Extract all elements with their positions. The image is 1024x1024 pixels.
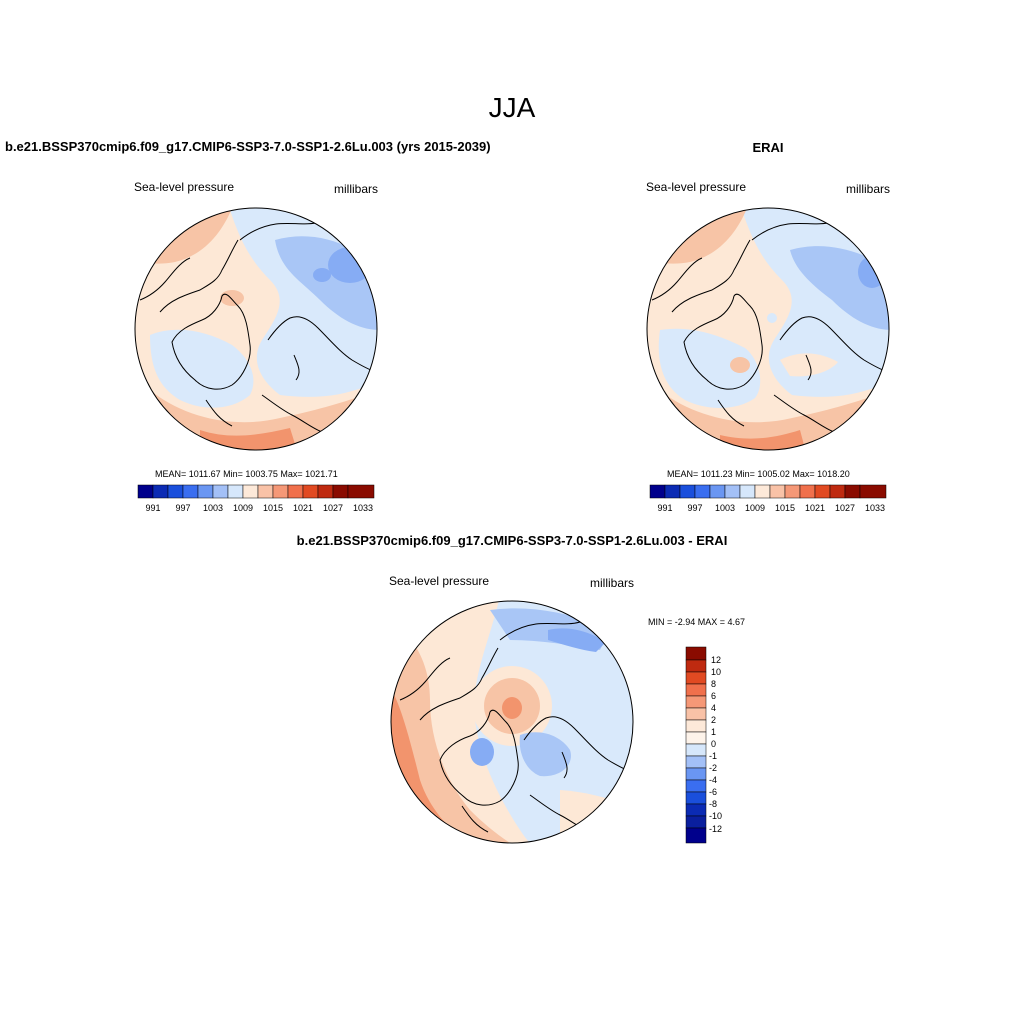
cb-obs-tick-1: 997	[687, 503, 703, 513]
cb-diff-tick-0: 12	[711, 655, 722, 665]
cb-diff-tick-5: 2	[711, 715, 717, 725]
cb-diff-tick-9: -2	[709, 763, 718, 773]
map-obs	[647, 208, 889, 450]
cb-obs-tick-6: 1027	[834, 503, 856, 513]
figure-title: JJA	[488, 92, 536, 123]
cb-diff-tick-8: -1	[709, 751, 718, 761]
cb-obs-tick-5: 1021	[804, 503, 826, 513]
map-model-border	[134, 207, 378, 451]
cb-model-tick-1: 997	[175, 503, 191, 513]
left-label-diff: Sea-level pressure	[389, 574, 490, 588]
right-label-obs: millibars	[846, 182, 891, 196]
cb-obs-tick-3: 1009	[744, 503, 766, 513]
coastlines-obs	[651, 219, 889, 433]
cb-model-tick-4: 1015	[262, 503, 284, 513]
cb-obs-tick-4: 1015	[774, 503, 796, 513]
cb-diff-tick-3: 6	[711, 691, 717, 701]
cb-diff-tick-12: -8	[709, 799, 718, 809]
cb-model-tick-0: 991	[145, 503, 161, 513]
cb-model-tick-2: 1003	[202, 503, 224, 513]
map-diff	[391, 601, 633, 843]
cb-diff-tick-14: -12	[709, 824, 723, 834]
cb-diff-tick-6: 1	[711, 727, 717, 737]
stats-diff: MIN = -2.94 MAX = 4.67	[648, 617, 746, 627]
colorbar-model	[137, 484, 375, 499]
cb-model-tick-5: 1021	[292, 503, 314, 513]
cb-obs-tick-2: 1003	[714, 503, 736, 513]
map-model	[135, 208, 377, 450]
coastlines-model	[139, 219, 377, 433]
cb-obs-tick-7: 1033	[864, 503, 886, 513]
cb-model-tick-7: 1033	[352, 503, 374, 513]
panel-title-obs: ERAI	[752, 140, 784, 155]
cb-diff-tick-11: -6	[709, 787, 718, 797]
cb-model-tick-6: 1027	[322, 503, 344, 513]
right-label-model: millibars	[334, 182, 379, 196]
colorbar-obs	[649, 484, 887, 499]
panel-title-model: b.e21.BSSP370cmip6.f09_g17.CMIP6-SSP3-7.…	[5, 139, 491, 154]
cb-diff-tick-10: -4	[709, 775, 718, 785]
right-label-diff: millibars	[590, 576, 635, 590]
stats-model: MEAN= 1011.67 Min= 1003.75 Max= 1021.71	[155, 469, 338, 479]
cb-diff-tick-2: 8	[711, 679, 717, 689]
map-diff-border	[390, 600, 634, 844]
cb-diff-tick-1: 10	[711, 667, 722, 677]
panel-title-diff: b.e21.BSSP370cmip6.f09_g17.CMIP6-SSP3-7.…	[296, 533, 728, 548]
left-label-model: Sea-level pressure	[134, 180, 235, 194]
cb-model-tick-3: 1009	[232, 503, 254, 513]
cb-diff-tick-4: 4	[711, 703, 717, 713]
colorbar-diff	[685, 646, 707, 844]
cb-diff-tick-7: 0	[711, 739, 717, 749]
cb-diff-tick-13: -10	[709, 811, 723, 821]
left-label-obs: Sea-level pressure	[646, 180, 747, 194]
stats-obs: MEAN= 1011.23 Min= 1005.02 Max= 1018.20	[667, 469, 850, 479]
map-obs-border	[646, 207, 890, 451]
cb-obs-tick-0: 991	[657, 503, 673, 513]
